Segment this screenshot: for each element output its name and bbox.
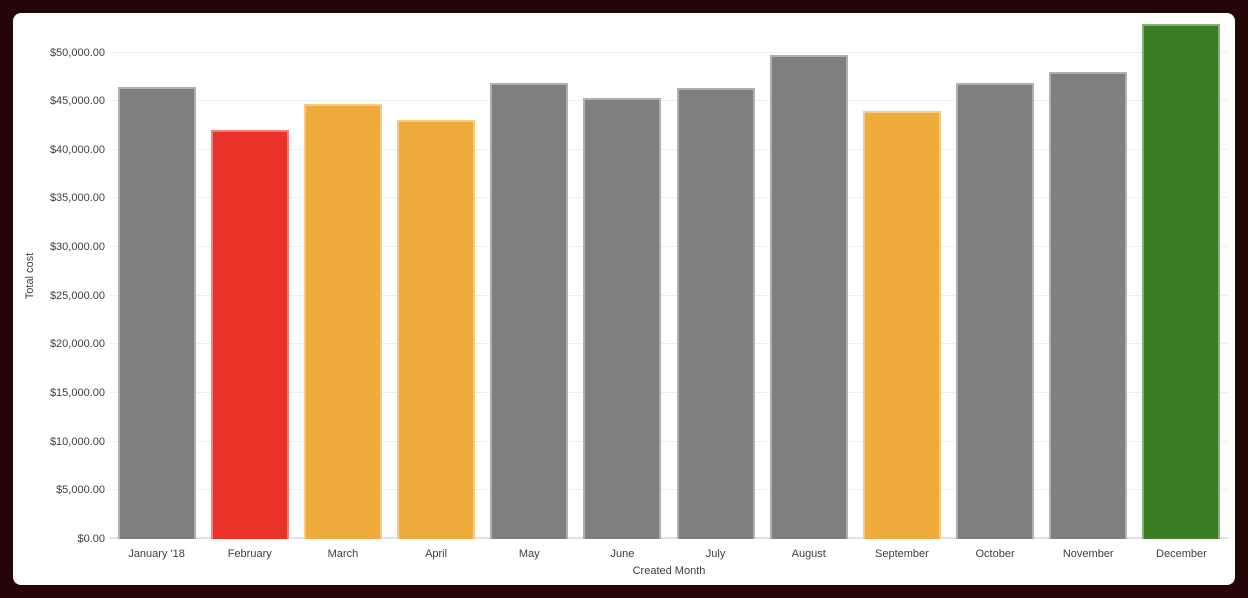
gridline [110,148,1228,150]
x-tick-label: November [1062,548,1114,560]
y-tick-label: $10,000.00 [49,435,105,448]
bar-slot [576,13,669,539]
y-tick-label: $50,000.00 [49,46,105,59]
x-tick-label: June [610,548,635,560]
bar-september[interactable] [862,110,941,539]
x-tick-label: February [227,548,272,560]
bar-slot [1135,13,1228,539]
gridline [110,197,1228,199]
bar-slot [390,13,483,539]
y-tick-label: $35,000.00 [49,192,105,205]
bar-slot [483,13,576,539]
x-tick-label: May [518,548,540,560]
bar-november[interactable] [1049,71,1128,539]
bar-march[interactable] [303,104,382,539]
bar-slot [110,13,203,539]
bar-october[interactable] [956,82,1035,539]
bar-slot [762,13,855,539]
gridline [110,246,1228,248]
y-tick-label: $15,000.00 [49,387,105,400]
bar-february[interactable] [210,130,289,539]
x-axis-baseline [110,537,1228,539]
y-tick-label: $0.00 [77,533,105,545]
gridline [110,294,1228,296]
x-tick-label: April [425,548,448,560]
y-tick-label: $5,000.00 [56,484,105,497]
y-axis-tick-labels: $0.00 $5,000.00 $10,000.00 $15,000.00 $20,00… [13,13,105,546]
bar-slot [669,13,762,539]
gridline [110,100,1228,102]
bar-slot [203,13,296,539]
bar-december[interactable] [1142,24,1221,539]
y-tick-label: $30,000.00 [49,241,105,254]
y-tick-label: $45,000.00 [49,95,105,108]
x-tick-label: July [705,548,726,560]
bar-slot [1042,13,1135,539]
bar-chart-plot-area [110,13,1228,539]
bar-july[interactable] [676,87,755,539]
gridline [110,440,1228,442]
bar-june[interactable] [583,98,662,539]
x-tick-label: October [975,548,1015,560]
bar-may[interactable] [490,82,569,539]
x-axis-tick-labels: January '18 February March April May June July… [110,547,1228,561]
bar-slot [296,13,389,539]
chart-panel: Total cost $0.00 $5,000.00 $10,000.00 $15,0… [13,13,1235,585]
x-tick-label: December [1156,548,1207,560]
bar-slot [855,13,948,539]
bar-slot [949,13,1042,539]
x-tick-label: March [327,548,359,560]
bar-april[interactable] [397,119,476,539]
x-axis-title: Created Month [632,565,706,577]
bar-august[interactable] [769,55,848,539]
y-tick-label: $20,000.00 [49,338,105,351]
gridline [110,392,1228,394]
y-tick-label: $25,000.00 [49,289,105,302]
gridline [110,51,1228,53]
x-tick-label: January '18 [128,548,185,560]
x-tick-label: September [875,548,929,560]
y-tick-label: $40,000.00 [49,143,105,156]
gridline [110,489,1228,491]
gridline [110,343,1228,345]
bar-january-18[interactable] [117,86,196,539]
x-tick-label: August [791,548,826,560]
